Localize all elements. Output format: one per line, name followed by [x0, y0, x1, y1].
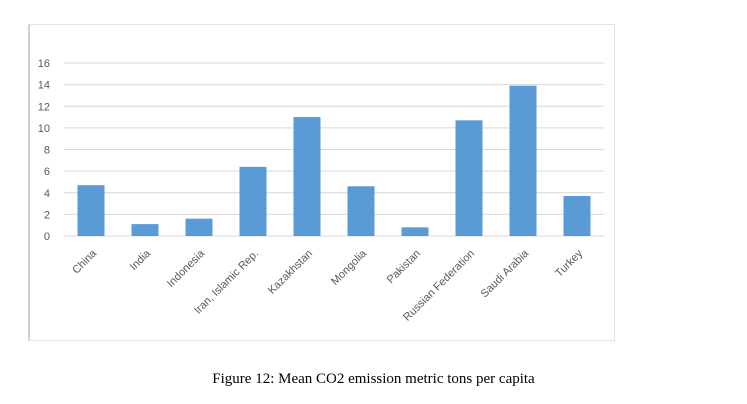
y-tick-label: 0: [44, 231, 50, 243]
bar-india: [131, 224, 159, 236]
x-category-label: Saudi Arabia: [479, 247, 532, 300]
bar-iran-islamic-rep: [239, 166, 267, 236]
bars: [77, 85, 591, 236]
y-tick-label: 16: [38, 58, 50, 70]
bar-pakistan: [401, 227, 429, 236]
x-category-label: Kazakhstan: [266, 248, 315, 297]
y-tick-label: 8: [44, 145, 50, 157]
y-tick-label: 6: [44, 166, 50, 178]
bar-indonesia: [185, 218, 213, 236]
x-category-label: Turkey: [553, 247, 585, 279]
y-tick-label: 10: [38, 123, 50, 135]
x-category-label: India: [128, 247, 154, 273]
y-tick-label: 4: [44, 188, 50, 200]
x-category-label: China: [70, 247, 99, 276]
x-category-label: Indonesia: [165, 247, 208, 290]
figure-caption: Figure 12: Mean CO2 emission metric tons…: [212, 371, 535, 387]
y-tick-label: 14: [38, 80, 50, 92]
bar-kazakhstan: [293, 117, 321, 236]
bar-saudi-arabia: [509, 85, 537, 236]
bar-mongolia: [347, 186, 375, 236]
y-axis-ticks: 0 2 4 6 8 10 12 14 16: [38, 58, 50, 243]
x-category-label: Pakistan: [385, 248, 423, 286]
y-tick-label: 2: [44, 209, 50, 221]
bar-russian-federation: [455, 120, 483, 236]
x-category-label: Mongolia: [329, 247, 370, 288]
bar-turkey: [563, 195, 591, 236]
bar-china: [77, 185, 105, 236]
y-tick-label: 12: [38, 101, 50, 113]
